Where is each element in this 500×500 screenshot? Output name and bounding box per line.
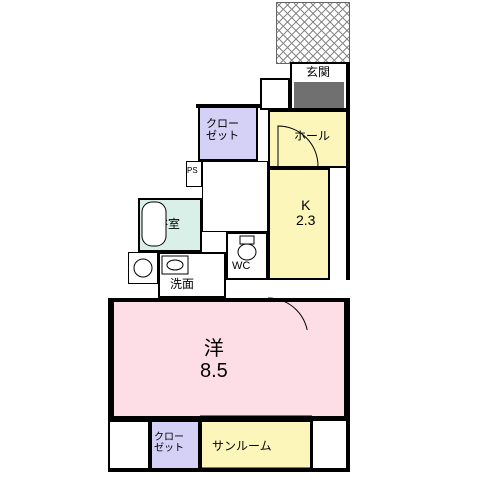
bedroom-door — [268, 280, 328, 330]
bathtub-icon — [140, 200, 170, 250]
washbasin-icon — [160, 254, 190, 278]
kitchen-label: K 2.3 — [296, 198, 315, 229]
closet1-label: クロー ゼット — [206, 118, 239, 142]
floorplan: 玄関 ホール クロー ゼット PS K 2.3 浴室 WC — [0, 0, 500, 500]
genkan-floor — [294, 82, 344, 108]
balcony-hatch — [276, 2, 350, 64]
outer-wall-top-mid — [196, 104, 260, 108]
shoe-box — [260, 78, 290, 110]
ps-label: PS — [187, 167, 198, 176]
genkan-label: 玄関 — [306, 66, 330, 79]
outer-wall-bottom — [108, 468, 350, 472]
corner-box-bl — [108, 420, 150, 470]
washer-icon — [130, 254, 156, 282]
sunroom-label: サンルーム — [212, 440, 272, 453]
corridor-mid — [202, 161, 268, 232]
toilet-icon — [232, 234, 262, 262]
closet2-label: クロー ゼット — [154, 432, 184, 454]
outer-wall-right-upper — [346, 62, 350, 280]
washroom-label: 洗面 — [170, 278, 194, 291]
hall-door-arc — [268, 110, 348, 168]
outer-wall-right-lower — [346, 298, 350, 470]
bedroom-label: 洋 8.5 — [200, 338, 228, 382]
sunroom-step — [312, 420, 348, 470]
bedroom-window — [200, 414, 312, 422]
